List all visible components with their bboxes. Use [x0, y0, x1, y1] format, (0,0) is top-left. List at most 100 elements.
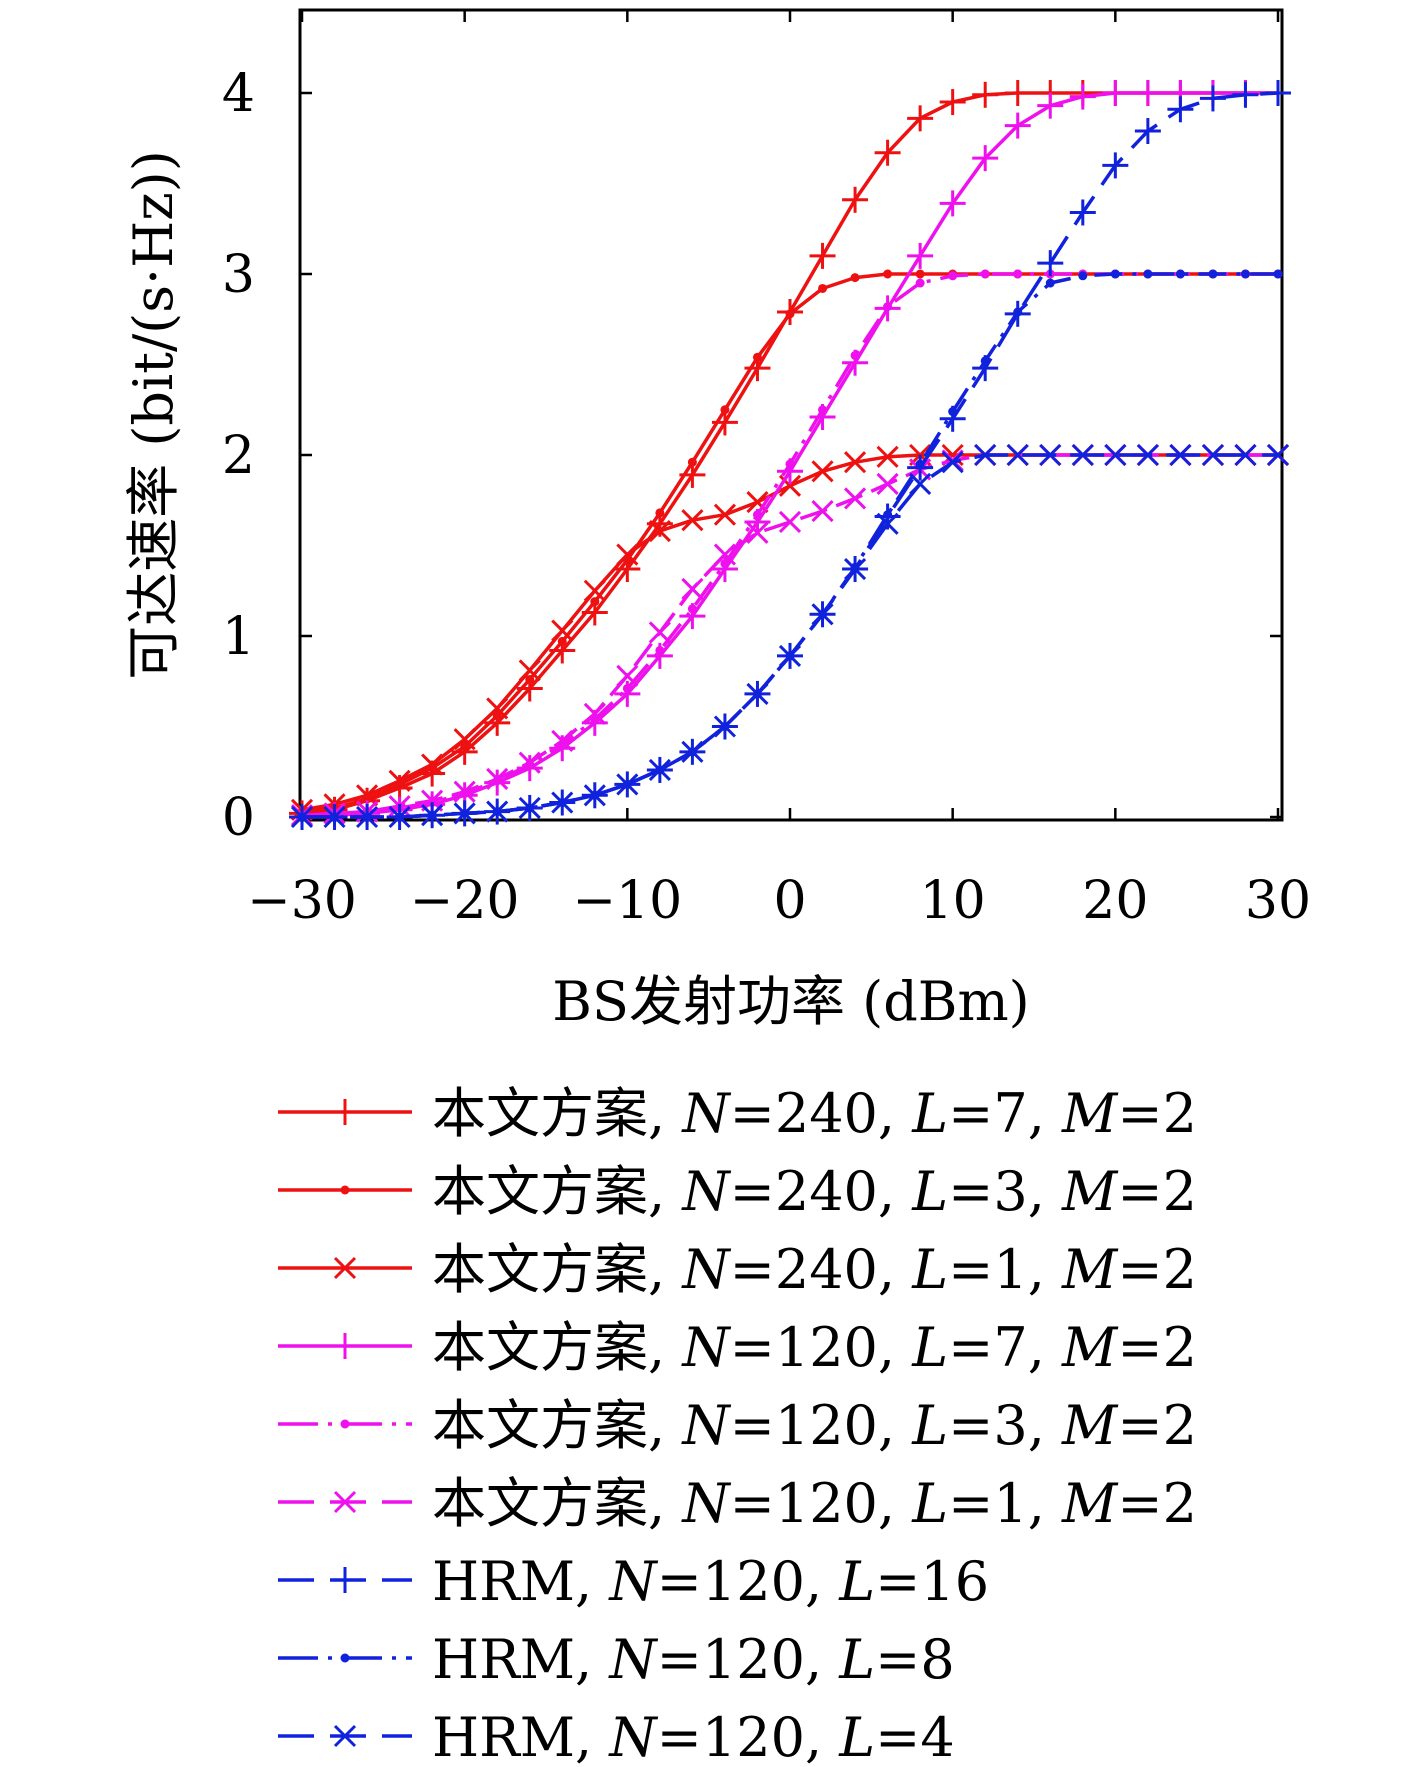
data-point: [752, 352, 762, 362]
data-point: [492, 711, 502, 721]
data-point: [818, 283, 828, 293]
data-point: [460, 741, 470, 751]
data-point: [941, 451, 964, 474]
data-point: [486, 767, 509, 791]
data-point: [486, 800, 509, 823]
data-point: [713, 543, 736, 566]
data-point: [1175, 269, 1185, 279]
legend-item: 本文方案, N=120, L=1, M=2: [278, 1472, 1197, 1535]
series-line: [301, 272, 1278, 814]
legend-item: HRM, N=120, L=16: [278, 1550, 989, 1613]
data-point: [980, 356, 990, 366]
data-point: [1045, 278, 1055, 288]
data-point: [1136, 443, 1159, 467]
data-point: [525, 674, 535, 684]
data-point: [616, 773, 639, 796]
data-point: [850, 350, 860, 360]
data-point: [1039, 443, 1062, 467]
legend-marker: [332, 1567, 358, 1593]
data-point: [883, 302, 893, 312]
x-tick-label: −30: [247, 871, 357, 931]
data-point: [453, 728, 476, 751]
data-point: [811, 500, 834, 523]
data-point: [811, 603, 834, 626]
series-1: [289, 80, 1291, 827]
data-point: [785, 459, 795, 469]
data-point: [518, 659, 541, 682]
data-point: [486, 697, 509, 720]
data-point: [842, 186, 869, 213]
x-tick-label: 30: [1245, 871, 1311, 931]
legend-item: 本文方案, N=240, L=3, M=2: [278, 1160, 1197, 1223]
data-point: [551, 729, 574, 753]
data-point: [907, 105, 934, 132]
data-point: [590, 597, 600, 607]
legend-item: 本文方案, N=120, L=7, M=2: [278, 1316, 1197, 1379]
series-line: [301, 91, 1278, 816]
data-point: [1102, 152, 1129, 179]
plot-frame: [298, 8, 1284, 822]
data-point: [356, 805, 379, 829]
data-point: [323, 805, 346, 829]
data-point: [1134, 80, 1161, 106]
data-point: [1037, 92, 1064, 119]
x-tick-label: 10: [920, 871, 986, 931]
data-point: [616, 664, 639, 687]
legend-label: 本文方案, N=240, L=1, M=2: [432, 1238, 1197, 1301]
data-point: [1134, 118, 1161, 145]
data-point: [1143, 269, 1153, 279]
series-5: [297, 269, 1283, 822]
data-point: [948, 407, 958, 417]
data-point: [874, 139, 901, 166]
legend-marker: [333, 1724, 357, 1748]
data-point: [1266, 443, 1290, 467]
data-point: [720, 559, 730, 569]
data-point: [974, 443, 997, 467]
series-line: [302, 272, 1278, 819]
series-8: [297, 269, 1283, 822]
legend: 本文方案, N=240, L=7, M=2 本文方案, N=240, L=3, M…: [278, 1082, 1197, 1767]
legend-label: 本文方案, N=240, L=7, M=2: [432, 1082, 1197, 1145]
series-line: [301, 272, 1278, 819]
data-point: [844, 451, 867, 474]
legend-marker: [340, 1185, 350, 1195]
data-point: [1199, 85, 1226, 112]
data-point: [518, 751, 541, 774]
y-tick-label: 0: [222, 788, 255, 848]
data-point: [1234, 443, 1257, 467]
data-point: [713, 715, 736, 738]
data-point: [972, 81, 999, 108]
legend-marker: [333, 1256, 357, 1280]
data-point: [655, 645, 665, 655]
y-tick-label: 1: [222, 607, 255, 667]
data-point: [713, 503, 736, 526]
data-point: [811, 460, 834, 483]
x-tick-label: −10: [572, 871, 682, 931]
series-9: [290, 443, 1290, 829]
data-point: [518, 796, 541, 820]
data-point: [453, 802, 476, 825]
legend-label: 本文方案, N=120, L=7, M=2: [432, 1316, 1197, 1379]
data-point: [1069, 83, 1096, 110]
data-point: [720, 405, 730, 415]
y-tick-label: 4: [222, 64, 255, 124]
legend-label: 本文方案, N=120, L=3, M=2: [432, 1394, 1197, 1457]
data-point: [876, 445, 899, 468]
data-point: [583, 702, 606, 725]
data-point: [1013, 269, 1023, 279]
data-point: [1273, 269, 1283, 279]
data-point: [915, 278, 925, 288]
data-point: [583, 579, 606, 602]
series-layer: [289, 80, 1291, 830]
data-point: [915, 459, 925, 469]
data-point: [939, 190, 966, 217]
data-point: [1232, 81, 1259, 108]
data-point: [809, 242, 836, 269]
data-point: [1169, 443, 1192, 467]
data-point: [655, 508, 665, 518]
data-point: [356, 784, 379, 807]
data-point: [1006, 443, 1029, 467]
data-point: [421, 804, 444, 827]
legend-label: HRM, N=120, L=8: [432, 1628, 955, 1691]
data-point: [1013, 307, 1023, 317]
